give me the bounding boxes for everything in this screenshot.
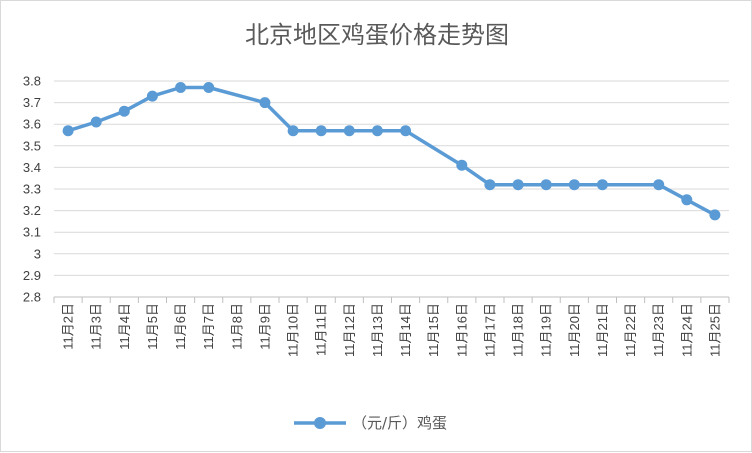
y-tick-label: 3.3	[23, 182, 41, 197]
x-tick-label: 11月10日	[286, 303, 301, 357]
y-tick-label: 3.5	[23, 138, 41, 153]
legend: （元/斤）鸡蛋	[294, 414, 447, 432]
x-tick-label: 11月4日	[117, 303, 132, 350]
data-point	[315, 125, 327, 137]
x-tick-label: 11月18日	[511, 303, 526, 357]
data-point	[400, 125, 412, 137]
y-tick-label: 2.8	[23, 290, 41, 305]
x-tick-label: 11月12日	[342, 303, 357, 357]
data-point	[568, 179, 580, 191]
x-tick-label: 11月2日	[61, 303, 76, 350]
legend-marker	[314, 417, 326, 429]
data-point	[709, 209, 721, 221]
x-tick-label: 11月11日	[314, 303, 329, 356]
x-tick-label: 11月5日	[145, 303, 160, 350]
gridlines	[54, 80, 729, 298]
data-point	[540, 179, 552, 191]
data-point	[203, 82, 215, 93]
x-tick-label: 11月16日	[454, 303, 469, 357]
data-point	[456, 159, 468, 171]
y-tick-label: 3	[34, 246, 41, 261]
data-point	[118, 105, 130, 117]
x-tick-label: 11月20日	[567, 303, 582, 357]
data-point	[484, 179, 496, 191]
data-point	[259, 97, 271, 109]
x-tick-label: 11月13日	[370, 303, 385, 357]
data-point	[371, 125, 383, 137]
data-point	[343, 125, 355, 137]
data-point	[90, 116, 102, 128]
y-axis-ticks: 2.8 2.9 3 3.1 3.2 3.3 3.4 3.5 3.6 3.7 3.8	[23, 74, 41, 305]
data-point	[62, 125, 74, 137]
data-point	[653, 179, 665, 191]
x-tick-label: 11月8日	[229, 303, 244, 350]
series-line	[67, 85, 716, 217]
data-point	[146, 90, 158, 102]
chart-title: 北京地区鸡蛋价格走势图	[245, 21, 509, 49]
legend-label: （元/斤）鸡蛋	[352, 414, 447, 432]
data-point	[596, 179, 608, 191]
y-tick-label: 3.8	[23, 74, 41, 89]
x-tick-label: 11月25日	[707, 303, 722, 357]
x-tick-label: 11月3日	[89, 303, 104, 350]
data-point	[681, 194, 693, 206]
x-tick-label: 11月14日	[398, 303, 413, 357]
data-point	[512, 179, 524, 191]
data-point	[175, 82, 187, 93]
x-tick-label: 11月7日	[201, 303, 216, 350]
x-tick-label: 11月15日	[426, 303, 441, 357]
x-axis: 11月2日 11月3日 11月4日 11月5日 11月6日 11月7日 11月8日 11月9日…	[53, 297, 730, 357]
x-tick-label: 11月21日	[595, 303, 610, 357]
x-tick-label: 11月17日	[482, 303, 497, 357]
x-tick-label: 11月22日	[623, 303, 638, 357]
data-point	[287, 125, 299, 137]
x-tick-label: 11月19日	[539, 303, 554, 357]
y-tick-label: 2.9	[23, 268, 41, 283]
y-tick-label: 3.1	[23, 225, 41, 240]
x-tick-label: 11月6日	[173, 303, 188, 350]
series-egg-price	[62, 82, 721, 221]
y-tick-label: 3.7	[23, 95, 41, 110]
y-tick-label: 3.4	[23, 160, 41, 175]
x-tick-label: 11月23日	[651, 303, 666, 357]
y-tick-label: 3.6	[23, 117, 41, 132]
y-tick-label: 3.2	[23, 203, 41, 218]
x-tick-label: 11月9日	[257, 303, 272, 350]
x-tick-label: 11月24日	[679, 303, 694, 357]
